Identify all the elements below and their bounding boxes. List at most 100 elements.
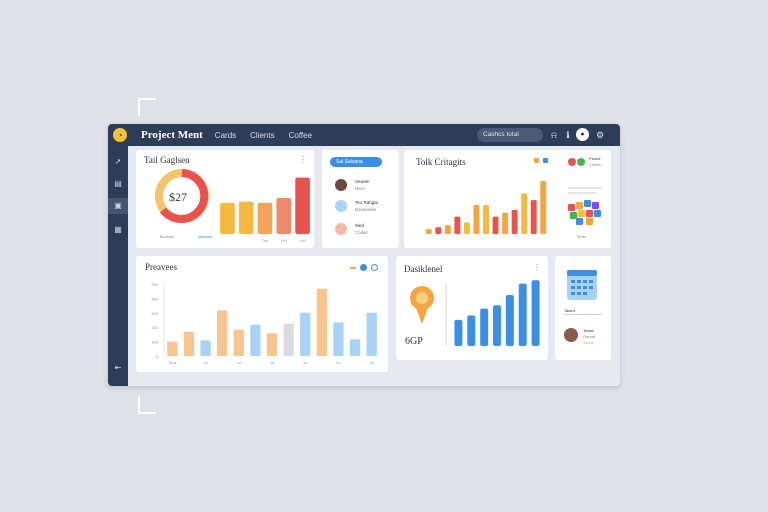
bar[interactable] bbox=[435, 227, 442, 234]
collapse-icon[interactable]: ⇤ bbox=[114, 363, 122, 372]
bar[interactable] bbox=[283, 323, 294, 356]
x-tick-label: Sua bbox=[169, 360, 177, 365]
categories-bar-chart bbox=[425, 180, 547, 234]
top-bar: ◔ Project Ment Cards Clients Coffee Cash… bbox=[108, 124, 620, 146]
y-tick-label: 300 bbox=[151, 311, 158, 316]
bar[interactable] bbox=[333, 322, 344, 356]
bar[interactable] bbox=[233, 329, 244, 356]
legend-dot bbox=[568, 158, 576, 166]
bar[interactable] bbox=[444, 225, 451, 234]
y-tick-label: 100 bbox=[151, 340, 158, 345]
bar[interactable] bbox=[480, 308, 489, 346]
legend-label: Paved bbox=[589, 156, 601, 161]
list-item-name: Teo Rahgar bbox=[355, 200, 379, 205]
bar[interactable] bbox=[530, 200, 537, 234]
bar[interactable] bbox=[266, 333, 278, 356]
user-avatar[interactable]: ● bbox=[576, 128, 589, 141]
bar[interactable] bbox=[502, 212, 509, 234]
calendar-card: Taaed Tease Garedl Sloua bbox=[555, 256, 611, 360]
calendar-icon bbox=[567, 270, 597, 300]
rocket-icon[interactable]: ➚ bbox=[114, 157, 122, 166]
dashboard-card-menu-icon[interactable]: ⋮ bbox=[533, 263, 541, 272]
bar[interactable] bbox=[492, 216, 499, 234]
legend-dot bbox=[371, 264, 378, 271]
previews-card-title: Preavees bbox=[145, 262, 177, 272]
bar[interactable] bbox=[257, 202, 273, 234]
nav-item-coffee[interactable]: Coffee bbox=[288, 130, 313, 140]
y-tick-label: 500 bbox=[151, 282, 158, 287]
lightbulb-icon bbox=[410, 286, 434, 324]
bar[interactable] bbox=[518, 283, 527, 346]
gauge-legend-1: Buctuat bbox=[160, 234, 174, 239]
document-icon[interactable]: ▤ bbox=[114, 179, 122, 188]
x-tick-label: Ju bbox=[203, 360, 207, 365]
bar[interactable] bbox=[295, 177, 310, 234]
app-title: Project Ment bbox=[141, 129, 203, 141]
bar[interactable] bbox=[454, 319, 463, 346]
nav-item-clients[interactable]: Clients bbox=[250, 130, 275, 140]
gauge-legend-2: Mesaun bbox=[198, 234, 213, 239]
bar[interactable] bbox=[531, 280, 540, 346]
bar[interactable] bbox=[473, 205, 480, 234]
list-item-name: Sled bbox=[355, 223, 365, 228]
category-mosaic bbox=[568, 187, 602, 225]
app-logo[interactable]: ◔ bbox=[113, 128, 127, 142]
legend-swatch bbox=[350, 267, 356, 269]
bar[interactable] bbox=[276, 198, 292, 234]
bar[interactable] bbox=[467, 315, 476, 346]
bar[interactable] bbox=[425, 229, 432, 234]
legend-dot bbox=[360, 264, 367, 271]
bell-icon[interactable]: ⍾ bbox=[551, 130, 557, 140]
people-list-card: Sal Salsana Seaole Nero Teo Rahgar Bouan… bbox=[322, 150, 399, 248]
bar[interactable] bbox=[316, 288, 327, 356]
dashboard-bar-chart bbox=[445, 280, 540, 346]
frame-corner-top-left bbox=[138, 98, 156, 116]
bar[interactable] bbox=[217, 310, 228, 356]
x-tick-label: Tue bbox=[262, 238, 270, 243]
legend-label: Criters bbox=[589, 162, 601, 167]
person-name: Tease bbox=[583, 328, 594, 333]
bar[interactable] bbox=[511, 209, 518, 234]
list-item-sub: Nero bbox=[355, 186, 365, 191]
bar[interactable] bbox=[238, 201, 254, 234]
avatar bbox=[335, 200, 347, 212]
sales-button[interactable]: Sal Salsana bbox=[330, 157, 382, 167]
gear-icon[interactable]: ⚙ bbox=[595, 130, 605, 140]
bar[interactable] bbox=[300, 312, 311, 356]
gauge-card-menu-icon[interactable]: ⋮ bbox=[299, 155, 307, 164]
bar[interactable] bbox=[250, 324, 261, 356]
top-nav: Cards Clients Coffee bbox=[215, 131, 326, 140]
x-tick-label: Ju bbox=[303, 360, 307, 365]
search-input[interactable]: Cashcs total bbox=[477, 128, 543, 142]
bar[interactable] bbox=[200, 340, 211, 356]
x-tick-label: Ju bbox=[270, 360, 274, 365]
bar[interactable] bbox=[167, 341, 178, 356]
bar[interactable] bbox=[493, 305, 501, 346]
bar[interactable] bbox=[349, 339, 361, 356]
bar[interactable] bbox=[463, 222, 470, 234]
list-item-sub: Cailas bbox=[355, 230, 368, 235]
x-tick-label: Lev bbox=[299, 238, 305, 243]
bar[interactable] bbox=[521, 193, 528, 234]
gauge-arc bbox=[159, 169, 209, 223]
bar[interactable] bbox=[505, 295, 514, 346]
nav-item-cards[interactable]: Cards bbox=[214, 130, 237, 140]
dashboard-window: ◔ Project Ment Cards Clients Coffee Cash… bbox=[108, 124, 620, 386]
categories-card-title: Tolk Critagits bbox=[416, 157, 466, 167]
bar[interactable] bbox=[366, 312, 377, 356]
x-tick-label: Ju bbox=[336, 360, 340, 365]
bar[interactable] bbox=[220, 202, 235, 234]
dashboard-value: 6GP bbox=[405, 336, 423, 347]
bar[interactable] bbox=[483, 205, 489, 234]
dashboard-card-title: Dasiklenel bbox=[404, 264, 443, 274]
info-icon[interactable]: ℹ bbox=[566, 130, 570, 140]
sidebar: ➚ ▤ ▣ ▦ ⇤ bbox=[108, 146, 128, 386]
folder-icon[interactable]: ▣ bbox=[108, 198, 128, 214]
y-tick-label: 200 bbox=[151, 325, 158, 330]
legend-swatch bbox=[534, 158, 539, 163]
bar[interactable] bbox=[183, 332, 195, 356]
calendar-icon[interactable]: ▦ bbox=[114, 225, 122, 234]
bar[interactable] bbox=[454, 216, 461, 234]
bar[interactable] bbox=[540, 180, 547, 234]
person-role: Garedl bbox=[583, 334, 596, 339]
